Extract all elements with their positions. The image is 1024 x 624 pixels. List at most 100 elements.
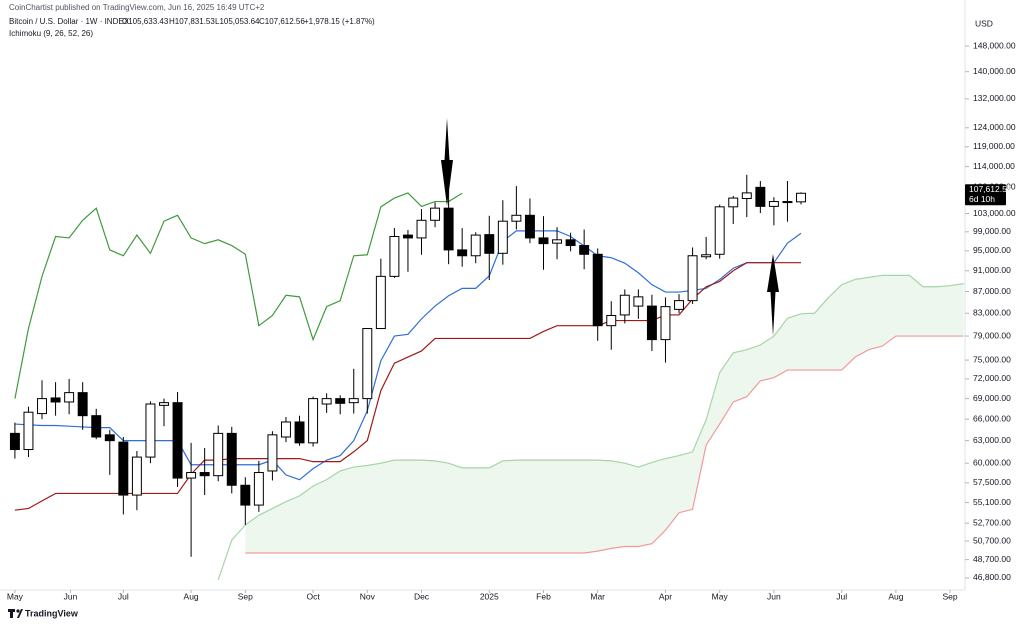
y-tick-label: 99,000.00 — [973, 226, 1011, 236]
candle-body — [430, 207, 441, 221]
x-tick-label: Jun — [64, 591, 78, 601]
candle-body — [796, 192, 806, 203]
candles-layer — [9, 174, 806, 557]
x-tick-label: May — [7, 591, 24, 601]
candle-body — [91, 415, 102, 438]
candle-body — [104, 434, 115, 442]
candle-body — [253, 472, 264, 506]
currency-label: USD — [975, 18, 993, 28]
y-tick-label: 46,800.00 — [973, 572, 1011, 582]
last-price-label: 107,612.56 — [969, 184, 1012, 194]
candle-body — [362, 328, 373, 400]
candle-body — [606, 314, 617, 327]
candle-body — [50, 397, 61, 403]
y-tick-label: 57,500.00 — [973, 477, 1011, 487]
y-tick-label: 119,000.00 — [973, 141, 1015, 151]
y-tick-label: 79,000.00 — [973, 330, 1011, 340]
y-tick-label: 83,000.00 — [973, 308, 1011, 318]
y-tick-label: 103,000.00 — [973, 208, 1016, 218]
candle-body — [389, 236, 400, 277]
bar-countdown: 6d 10h — [969, 194, 995, 204]
candle-body — [335, 398, 346, 404]
candle-body — [9, 432, 20, 451]
x-tick-label: Jul — [118, 591, 129, 601]
candle-body — [741, 192, 752, 200]
candle-body — [213, 432, 224, 477]
candle-body — [159, 402, 169, 406]
y-tick-label: 114,000.00 — [973, 161, 1015, 171]
x-tick-label: Jul — [836, 591, 847, 601]
x-tick-label: Sep — [238, 591, 253, 601]
x-tick-label: 2025 — [480, 591, 499, 601]
y-tick-label: 75,000.00 — [973, 354, 1011, 364]
candle-body — [484, 234, 495, 254]
candle-body — [240, 484, 251, 506]
candle-body — [714, 206, 725, 255]
candle-body — [23, 411, 34, 451]
x-tick-label: Apr — [659, 591, 672, 601]
candle-body — [416, 219, 427, 239]
candle-body — [470, 234, 481, 257]
candle-body — [402, 234, 413, 239]
x-tick-label: Oct — [306, 591, 320, 601]
candle-body — [186, 472, 197, 479]
candle-body — [77, 392, 88, 417]
candle-body — [145, 403, 156, 458]
candle-body — [226, 432, 237, 486]
y-tick-label: 124,000.00 — [973, 122, 1016, 132]
ohlc-open: O105,633.43 — [122, 17, 169, 26]
candle-body — [565, 239, 576, 247]
x-tick-label: Nov — [360, 591, 376, 601]
y-tick-label: 132,000.00 — [973, 93, 1016, 103]
x-tick-label: Aug — [184, 591, 199, 601]
y-tick-label: 60,000.00 — [973, 457, 1011, 467]
candle-body — [592, 253, 603, 327]
candle-body — [172, 402, 183, 479]
candle-body — [646, 305, 657, 341]
candle-body — [524, 214, 535, 239]
candle-body — [674, 300, 684, 310]
leading-span-a — [217, 274, 964, 581]
candle-body — [199, 472, 210, 477]
candle-body — [118, 441, 129, 496]
candle-body — [443, 207, 454, 251]
ohlc-close: C107,612.56 — [259, 17, 305, 26]
candle-body — [64, 392, 75, 403]
y-tick-label: 66,000.00 — [973, 413, 1011, 423]
up-arrow — [767, 254, 779, 336]
candle-body — [768, 201, 779, 207]
candle-body — [375, 275, 386, 330]
candle-body — [457, 249, 468, 257]
x-tick-label: Feb — [536, 591, 551, 601]
candle-body — [294, 421, 305, 444]
y-tick-label: 140,000.00 — [973, 66, 1016, 76]
candle-body — [131, 456, 142, 496]
y-tick-label: 52,700.00 — [973, 517, 1011, 527]
symbol-title: Bitcoin / U.S. Dollar · 1W · INDEX — [9, 17, 130, 26]
ohlc-high: H107,831.53 — [169, 17, 215, 26]
candle-body — [511, 214, 522, 222]
y-tick-label: 50,700.00 — [973, 535, 1011, 545]
candle-body — [728, 197, 739, 208]
brand: TradingView — [25, 608, 79, 618]
candle-body — [782, 201, 793, 204]
candle-body — [755, 186, 766, 207]
candle-body — [660, 306, 671, 341]
x-tick-label: Mar — [590, 591, 605, 601]
y-tick-label: 95,000.00 — [973, 245, 1011, 255]
ohlc-change: +1,978.15 (+1.87%) — [304, 17, 375, 26]
x-tick-label: May — [712, 591, 729, 601]
x-tick-label: Sep — [943, 591, 958, 601]
candle-body — [579, 245, 590, 255]
x-tick-label: Aug — [888, 591, 903, 601]
y-tick-label: 63,000.00 — [973, 435, 1011, 445]
y-tick-label: 87,000.00 — [973, 286, 1011, 296]
candle-body — [281, 421, 291, 438]
candle-body — [552, 239, 563, 244]
axes-layer: 148,000.00 140,000.00 132,000.00 124,000.00… — [7, 40, 1016, 601]
candle-body — [687, 255, 698, 302]
candle-body — [701, 254, 712, 258]
candle-body — [348, 398, 359, 404]
candle-body — [321, 398, 332, 405]
